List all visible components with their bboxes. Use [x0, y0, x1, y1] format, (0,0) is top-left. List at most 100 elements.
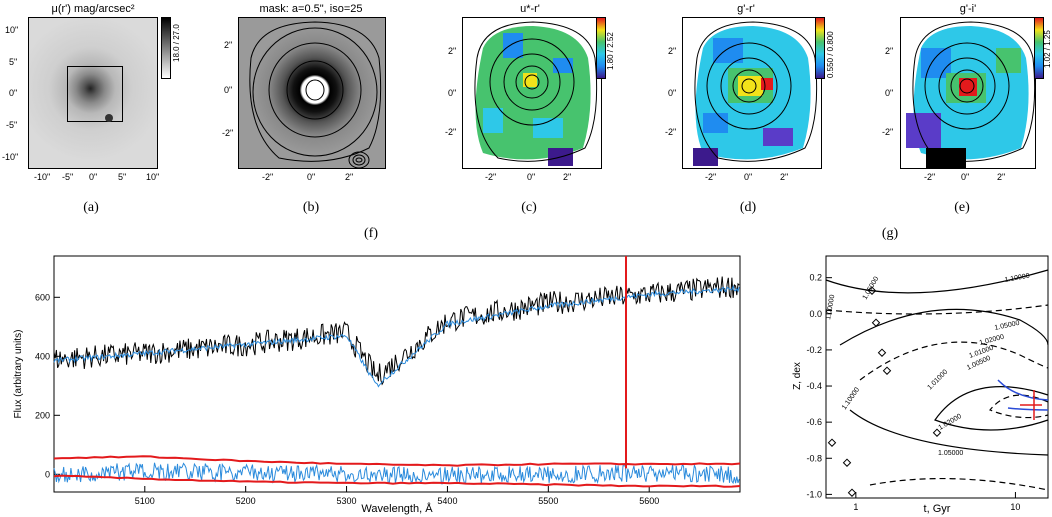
panel-d-ytick: 2" [668, 46, 677, 56]
panel-d-title: g'-r' [737, 3, 755, 15]
panel-d-xtick: -2" [705, 172, 717, 182]
best-fit-contour [997, 379, 1049, 411]
panel-a-zoom-box [67, 66, 123, 122]
spectrum-xtick-label: 5500 [538, 496, 558, 506]
panel-a-ytick: -10" [2, 152, 19, 162]
panel-a-label: (a) [83, 200, 99, 215]
panel-e-ytick: -2" [882, 127, 894, 137]
panel-c-xtick: 0" [527, 172, 536, 182]
spectrum-xtick-label: 5400 [437, 496, 457, 506]
spectrum-xtick-label: 5600 [639, 496, 659, 506]
panel-c-title: u*-r' [520, 3, 540, 15]
panel-a-colorbar [161, 17, 171, 79]
panel-e-xtick: 2" [997, 172, 1006, 182]
panel-e-title: g'-i' [959, 3, 977, 15]
panel-a-ytick: 5" [9, 57, 18, 67]
contour-frame [825, 255, 1049, 499]
panel-e-ytick: 2" [885, 46, 894, 56]
contour-xtick-label: 1 [853, 502, 858, 512]
panel-a-secondary-source [105, 114, 113, 122]
spectrum-series-line [53, 474, 741, 488]
panel-e-label: (e) [954, 200, 970, 215]
panel-e-ytick: 0" [885, 88, 894, 98]
panel-a-image [28, 17, 158, 169]
panel-a-colorbar-label: 18.0 / 27.0 [172, 24, 181, 62]
contour-ticks: 0.2 0.0 -0.2 -0.4 -0.6 -0.8 -1.0 1 10 [806, 273, 1020, 512]
panel-a-xtick: 0" [89, 172, 98, 182]
panel-a-xtick: -5" [62, 172, 74, 182]
panel-c-xtick: -2" [485, 172, 497, 182]
panel-b-xtick: 0" [307, 172, 316, 182]
panel-d-xtick: 0" [744, 172, 753, 182]
contour-ytick-label: 0.0 [809, 309, 822, 319]
panel-b-ytick: -2" [222, 128, 234, 138]
contour-level-label: 1.10000 [1004, 273, 1030, 284]
spectrum-series-line [53, 462, 740, 485]
panel-c-image [462, 17, 602, 169]
contour-ytick-label: 0.2 [809, 273, 822, 283]
contour-level-label: 1.05000 [938, 450, 963, 457]
panel-e-colorbar-label: 1.02 / 1.25 [1043, 30, 1052, 68]
contour-ytick-label: -0.4 [806, 381, 822, 391]
contour-level-label: 1.02000 [938, 413, 964, 432]
spectrum-xtick-label: 5200 [236, 496, 256, 506]
panel-c-colorbar-label: 1.80 / 2.52 [606, 32, 615, 70]
contour-ytick-label: -1.0 [806, 489, 822, 499]
spectrum-frame [53, 255, 741, 493]
spectrum-series-line [53, 284, 740, 388]
spectrum-series-line [53, 455, 741, 467]
spectrum-ylabel: Flux (arbitrary units) [13, 330, 24, 419]
panel-e-image [900, 17, 1036, 169]
panel-d-ytick: -2" [665, 127, 677, 137]
contour-xtick-label: 10 [1010, 502, 1020, 512]
spectrum-series [53, 276, 741, 488]
panel-b-xtick: 2" [345, 172, 354, 182]
panel-a-ytick: -5" [6, 120, 18, 130]
panel-c-ytick: 0" [448, 88, 457, 98]
contour-xlabel: t, Gyr [924, 503, 951, 515]
panel-e-xtick: -2" [924, 172, 936, 182]
contour-level-label: 1.01000 [926, 368, 949, 391]
spectrum-series-line [53, 276, 740, 386]
contour-level-label: 1.05000 [994, 320, 1020, 332]
panel-b-ytick: 0" [224, 85, 233, 95]
spectrum-ytick-label: 600 [35, 292, 50, 302]
contour-ytick-label: -0.8 [806, 453, 822, 463]
panel-e-map [906, 21, 1035, 168]
panel-f-label: (f) [364, 226, 378, 241]
panel-g-label: (g) [881, 226, 899, 241]
panel-d-xtick: 2" [780, 172, 789, 182]
panel-b-image [238, 17, 386, 169]
panel-b-xtick: -2" [262, 172, 274, 182]
contour-chart: 1.10000 1.05000 1.02000 1.01000 1.00500 … [792, 255, 1049, 515]
panel-b-ytick: 2" [224, 40, 233, 50]
panel-c-ytick: 2" [448, 46, 457, 56]
panel-c-ytick: -2" [445, 127, 457, 137]
spectrum-ticks: 5100 5200 5300 5400 5500 5600 600 400 200 0 [35, 292, 659, 506]
panel-d-ytick: 0" [668, 88, 677, 98]
panel-c-map [474, 21, 598, 166]
panel-b-label: (b) [302, 200, 320, 215]
spectrum-xtick-label: 5300 [337, 496, 357, 506]
spectrum-xlabel: Wavelength, Å [361, 502, 433, 515]
contour-level-label: 1.05000 [862, 275, 881, 301]
contour-points [827, 286, 942, 497]
panel-d-map [693, 21, 818, 166]
spectrum-xtick-label: 5100 [135, 496, 155, 506]
spectrum-ytick-label: 400 [35, 351, 50, 361]
panel-b-contours [249, 21, 382, 168]
spectrum-chart: 5100 5200 5300 5400 5500 5600 600 400 200 0 Wavel… [13, 255, 741, 515]
contour-ytick-label: -0.2 [806, 345, 822, 355]
panel-a-ytick: 10" [5, 25, 19, 35]
contour-ytick-label: -0.6 [806, 417, 822, 427]
panel-c-xtick: 2" [563, 172, 572, 182]
contour-level-label: 1.00000 [825, 294, 836, 320]
panel-c-colorbar [596, 17, 606, 79]
panel-d-colorbar-label: 0.550 / 0.800 [826, 31, 835, 78]
contour-lines [825, 269, 1049, 491]
panel-e-xtick: 0" [961, 172, 970, 182]
contour-ylabel: Z, dex [792, 362, 803, 390]
panel-d-colorbar [815, 17, 825, 79]
panel-c-label: (c) [521, 200, 537, 215]
panel-a-xtick: -10" [34, 172, 51, 182]
